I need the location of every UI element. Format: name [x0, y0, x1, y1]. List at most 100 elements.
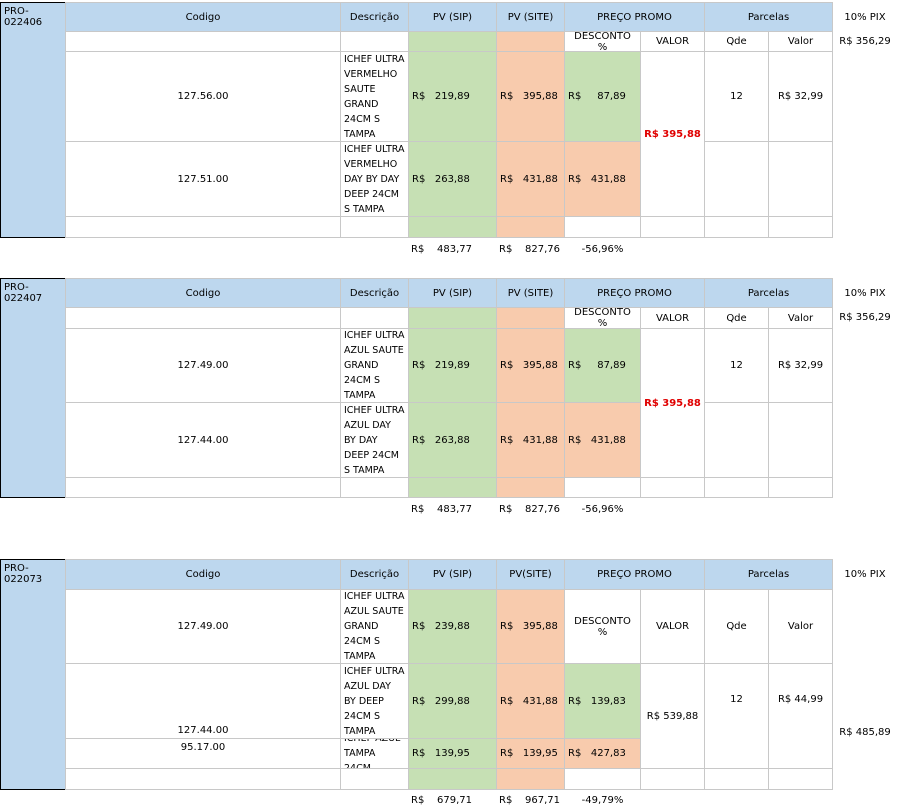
pix-label: 10% PIX [844, 569, 886, 580]
header-cell: PREÇO PROMO [564, 2, 705, 32]
empty-cell [564, 216, 641, 238]
subheader-cell: Valor [768, 31, 833, 52]
descricao: ICHEF ULTRA VERMELHO DAY BY DAY DEEP 24C… [340, 141, 409, 217]
pv-site: R$ 395,88 [496, 589, 565, 664]
header-cell: PV (SIP) [408, 278, 497, 308]
empty-cell [640, 216, 705, 238]
empty-cell [65, 216, 341, 238]
header-cell: PV (SITE) [496, 2, 565, 32]
codigo: 127.44.00 [65, 402, 341, 478]
empty-cell [768, 477, 833, 498]
empty-cell [340, 31, 409, 52]
pv-site: R$ 395,88 [496, 51, 565, 142]
pix-value: R$ 356,29 [839, 36, 891, 47]
empty-cell [564, 477, 641, 498]
header-cell: Codigo [65, 2, 341, 32]
codigo: 95.17.00 [65, 738, 341, 769]
empty-cell [768, 216, 833, 238]
pv-sip: R$ 263,88 [408, 402, 497, 478]
empty-cell [408, 768, 497, 790]
pv-site: R$ 431,88 [496, 402, 565, 478]
codigo: 127.49.00 [65, 589, 341, 664]
pv-sip: R$ 139,95 [408, 738, 497, 769]
subheader-cell: VALOR [640, 307, 705, 329]
descricao: ICHEF ULTRA AZUL SAUTE GRAND 24CM S TAMP… [340, 328, 409, 403]
empty-cell [768, 768, 833, 790]
pv-sip: R$ 299,88 [408, 663, 497, 739]
subheader-cell: Valor [768, 589, 833, 664]
codigo: 127.56.00 [65, 51, 341, 142]
header-cell: PREÇO PROMO [564, 559, 705, 590]
pv-site: R$ 139,95 [496, 738, 565, 769]
pix-value: R$ 356,29 [839, 312, 891, 323]
empty-cell [704, 216, 769, 238]
product-id: PRO-022407 [0, 278, 66, 498]
header-cell: Parcelas [704, 559, 833, 590]
header-cell: Descrição [340, 278, 409, 308]
subheader-cell: DESCONTO % [564, 307, 641, 329]
total: R$ 967,71 [499, 795, 561, 806]
pv-sip: R$ 239,88 [408, 589, 497, 664]
pv-sip: R$ 219,89 [408, 51, 497, 142]
empty-cell [65, 307, 341, 329]
empty-cell [65, 768, 341, 790]
pix-value: R$ 485,89 [839, 727, 891, 738]
empty-cell [340, 477, 409, 498]
total: R$ 827,76 [499, 504, 561, 515]
total: -56,96% [581, 504, 624, 515]
descricao: ICHEF AZUL TAMPA 24CM [340, 738, 409, 769]
promo-discount: R$ 139,83 [564, 663, 641, 739]
subheader-cell: DESCONTO % [564, 31, 641, 52]
header-cell: Descrição [340, 559, 409, 590]
promo-discount: R$ 431,88 [564, 402, 641, 478]
empty-cell [340, 307, 409, 329]
codigo: 127.44.00 [65, 663, 341, 739]
empty-cell [408, 307, 497, 329]
promo-valor: R$ 395,88 [640, 328, 705, 478]
descricao: ICHEF ULTRA AZUL SAUTE GRAND 24CM S TAMP… [340, 589, 409, 664]
empty-cell [408, 477, 497, 498]
header-cell: PV (SIP) [408, 2, 497, 32]
promo-discount: R$ 427,83 [564, 738, 641, 769]
total: -49,79% [581, 795, 624, 806]
codigo: 127.49.00 [65, 328, 341, 403]
empty-cell [768, 402, 833, 478]
promo-discount: R$ 431,88 [564, 141, 641, 217]
product-id: PRO-022073 [0, 559, 66, 790]
promo-valor: R$ 395,88 [640, 51, 705, 217]
total: R$ 483,77 [411, 504, 473, 515]
header-cell: Parcelas [704, 2, 833, 32]
parcelas-qde: 12 [704, 328, 769, 403]
subheader-cell: Qde [704, 31, 769, 52]
subheader-cell: Qde [704, 589, 769, 664]
descricao: ICHEF ULTRA VERMELHO SAUTE GRAND 24CM S … [340, 51, 409, 142]
header-cell: Descrição [340, 2, 409, 32]
empty-cell [640, 768, 705, 790]
empty-cell [496, 31, 565, 52]
parcelas-valor: R$ 32,99 [768, 51, 833, 142]
empty-cell [564, 768, 641, 790]
header-cell: PV (SITE) [496, 278, 565, 308]
empty-cell [496, 216, 565, 238]
header-cell: Codigo [65, 559, 341, 590]
total: -56,96% [581, 244, 624, 255]
empty-cell [704, 768, 769, 790]
total: R$ 827,76 [499, 244, 561, 255]
empty-cell [704, 402, 769, 478]
pix-label: 10% PIX [844, 287, 886, 299]
subheader-cell: VALOR [640, 589, 705, 664]
pv-sip: R$ 219,89 [408, 328, 497, 403]
total: R$ 483,77 [411, 244, 473, 255]
empty-cell [704, 477, 769, 498]
descricao: ICHEF ULTRA AZUL DAY BY DEEP 24CM S TAMP… [340, 663, 409, 739]
empty-cell [496, 477, 565, 498]
header-cell: PV (SIP) [408, 559, 497, 590]
parcelas-valor: R$ 32,99 [768, 328, 833, 403]
subheader-cell: DESCONTO % [564, 589, 641, 664]
descricao: ICHEF ULTRA AZUL DAY BY DAY DEEP 24CM S … [340, 402, 409, 478]
promo-discount: R$ 87,89 [564, 51, 641, 142]
product-id: PRO-022406 [0, 2, 66, 238]
empty-cell [340, 216, 409, 238]
codigo: 127.51.00 [65, 141, 341, 217]
